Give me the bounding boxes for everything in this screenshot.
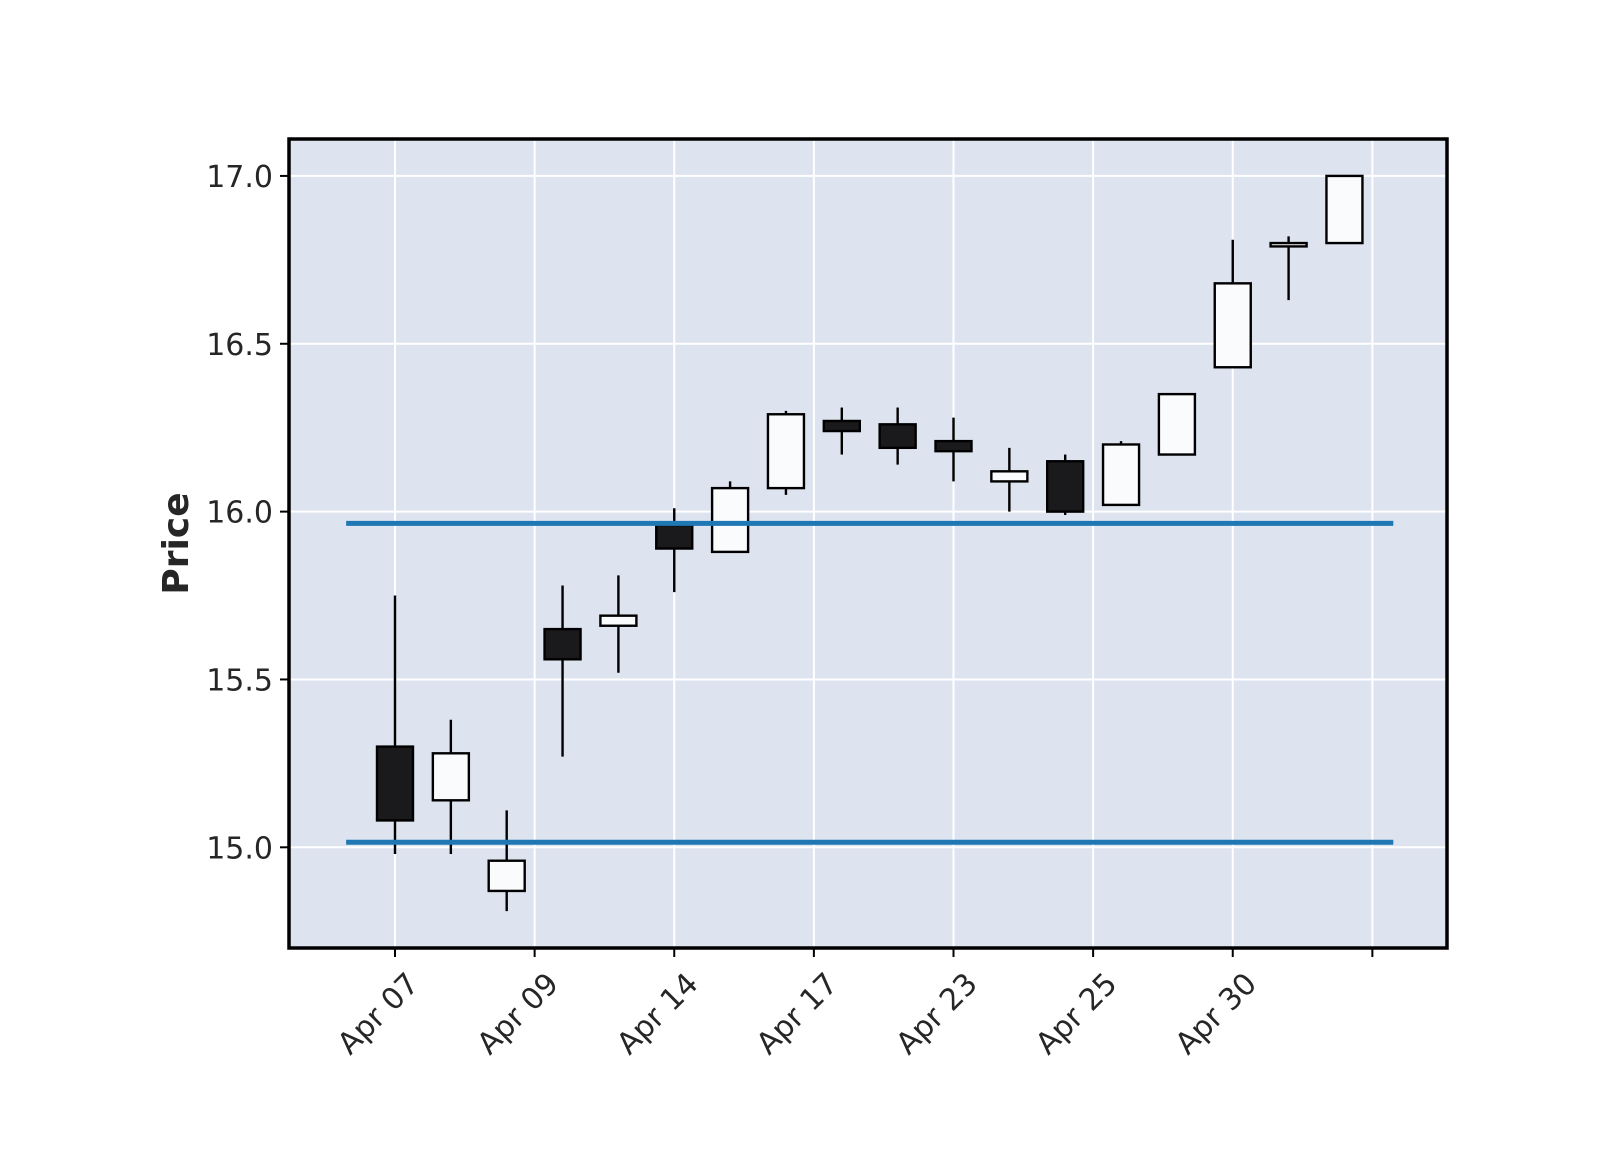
x-tick-label: Apr 17 xyxy=(750,966,845,1061)
y-tick-label: 17.0 xyxy=(206,160,273,195)
candle xyxy=(1045,454,1085,515)
candle xyxy=(766,410,806,495)
candle xyxy=(1269,236,1308,301)
y-axis-ticks: 15.0 15.5 16.0 16.5 17.0 xyxy=(206,160,289,866)
y-tick-label: 15.5 xyxy=(206,663,273,698)
candle-body-down xyxy=(1045,460,1085,513)
candle xyxy=(990,447,1029,512)
candle-body-up xyxy=(431,752,471,802)
candle-body-up xyxy=(990,470,1029,483)
candle-body-up xyxy=(1101,443,1141,507)
x-tick-label: Apr 23 xyxy=(890,966,985,1061)
candle-body-down xyxy=(375,745,415,822)
candle xyxy=(710,481,750,554)
x-tick-label: Apr 07 xyxy=(331,966,426,1061)
candle xyxy=(878,407,917,465)
candle xyxy=(431,719,471,855)
candle-body-up xyxy=(487,859,526,893)
y-tick-label: 15.0 xyxy=(206,831,273,866)
candle-body-up xyxy=(1269,241,1308,248)
candle-body-down xyxy=(822,419,861,433)
candle xyxy=(934,417,973,482)
candle xyxy=(375,595,415,855)
candle xyxy=(487,810,526,912)
candle xyxy=(822,407,861,455)
candle-body-down xyxy=(543,627,582,661)
x-tick-label: Apr 09 xyxy=(471,966,566,1061)
candle xyxy=(1101,441,1141,507)
candle-body-up xyxy=(1213,282,1252,369)
candles xyxy=(375,174,1364,912)
y-tick-label: 16.5 xyxy=(206,328,273,363)
y-tick-label: 16.0 xyxy=(206,496,273,531)
candle-body-up xyxy=(1325,174,1364,245)
y-axis-label: Price xyxy=(156,492,197,594)
candle xyxy=(1213,239,1252,369)
x-tick-label: Apr 14 xyxy=(610,966,705,1061)
candle-body-up xyxy=(766,413,806,490)
candle-body-down xyxy=(878,423,917,450)
x-tick-label: Apr 25 xyxy=(1029,966,1124,1061)
candle xyxy=(543,585,582,757)
plot-frame xyxy=(287,137,1449,950)
plot-area xyxy=(289,139,1447,948)
candle-body-down xyxy=(655,523,694,550)
horizontal-lines xyxy=(346,520,1394,845)
x-axis-ticks: Apr 07 Apr 09 Apr 14 Apr 17 Apr 23 Apr 25 Apr … xyxy=(331,948,1374,1062)
candle-body-down xyxy=(934,439,973,453)
candle xyxy=(1157,392,1197,456)
candle-body-up xyxy=(1157,392,1197,456)
candle xyxy=(599,575,638,673)
candle xyxy=(1325,174,1364,245)
candle-body-up xyxy=(710,486,750,554)
x-tick-label: Apr 30 xyxy=(1169,966,1264,1061)
candle-body-up xyxy=(599,614,638,627)
